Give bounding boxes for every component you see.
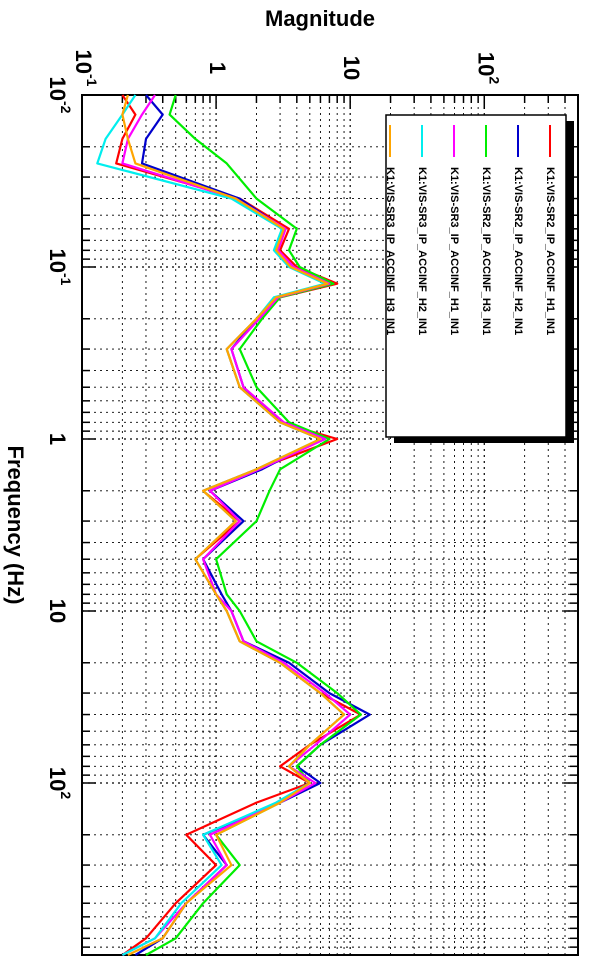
legend-box: [385, 114, 567, 438]
legend-label: K1:VIS-SR2_IP_ACCINF_H3_IN1: [480, 167, 492, 335]
x-tick-labels: 10-2 10-1 1 10 102: [45, 77, 74, 800]
series-layer: [96, 94, 371, 956]
y-tick-label: 10: [339, 56, 364, 80]
y-tick-label: 1: [205, 62, 230, 74]
grid-lines: [81, 94, 579, 955]
x-tick-label: 10-1: [45, 249, 74, 286]
y-axis-title: Magnitude: [265, 6, 375, 31]
x-tick-label: 1: [45, 433, 70, 445]
series-line-4: [121, 94, 352, 956]
series-line-3: [145, 94, 362, 956]
legend-label: K1:VIS-SR3_IP_ACCINF_H1_IN1: [448, 167, 460, 335]
x-tick-label: 102: [45, 767, 74, 799]
y-tick-label: 102: [473, 52, 502, 84]
x-tick-label: 10-2: [45, 77, 74, 114]
x-axis-title: Frequency (Hz): [3, 446, 28, 605]
series-line-1: [115, 94, 362, 956]
series-line-6: [121, 94, 346, 956]
legend: K1:VIS-SR2_IP_ACCINF_H1_IN1 K1:VIS-SR2_IP…: [384, 114, 574, 443]
series-line-5: [96, 94, 346, 956]
y-tick-label: 10-1: [71, 50, 100, 87]
legend-label: K1:VIS-SR3_IP_ACCINF_H3_IN1: [384, 167, 396, 335]
y-tick-labels: 10-1 1 10 102: [71, 50, 502, 87]
legend-label: K1:VIS-SR3_IP_ACCINF_H2_IN1: [416, 167, 428, 335]
legend-label: K1:VIS-SR2_IP_ACCINF_H2_IN1: [512, 167, 524, 335]
x-tick-label: 10: [45, 599, 70, 623]
legend-label: K1:VIS-SR2_IP_ACCINF_H1_IN1: [544, 167, 556, 335]
